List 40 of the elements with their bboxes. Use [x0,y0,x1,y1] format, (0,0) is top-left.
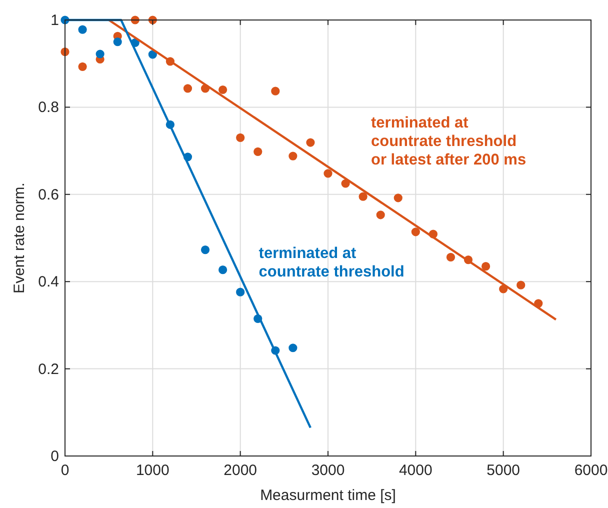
x-tick-label: 1000 [136,462,170,479]
y-tick-label: 0.8 [38,99,59,116]
y-tick-label: 0.2 [38,360,59,378]
point [78,25,87,34]
point [236,133,245,142]
point [516,280,526,290]
point [218,266,228,274]
x-axis-title: Measurment time [s] [260,487,396,504]
y-tick-label: 0 [50,448,59,465]
point [288,152,298,160]
point [148,50,157,59]
point [236,288,245,296]
y-tick-label: 0.4 [38,274,59,291]
x-tick-label: 4000 [398,462,432,479]
point [324,169,332,178]
point [96,50,104,58]
point [394,194,402,202]
x-tick-label: 6000 [574,462,608,479]
point [254,147,262,156]
point [183,84,192,93]
point [306,138,315,147]
point [288,344,298,352]
x-tick-label: 3000 [311,462,345,479]
point [482,262,490,271]
y-axis-title: Event rate norm. [11,182,28,294]
x-tick-label: 5000 [486,462,520,479]
point [78,62,87,71]
point [218,85,228,94]
series-label: terminated at countrate threshold or latest after 200 ms [371,114,526,168]
y-tick-label: 1 [50,12,59,29]
point [271,86,280,96]
point [358,192,368,201]
point [113,38,122,46]
y-tick-label: 0.6 [38,186,59,204]
x-tick-label: 2000 [224,462,258,479]
point [446,252,456,262]
point [411,228,420,236]
point [376,210,385,220]
point [200,245,210,254]
series-label: terminated at countrate threshold [258,244,404,280]
